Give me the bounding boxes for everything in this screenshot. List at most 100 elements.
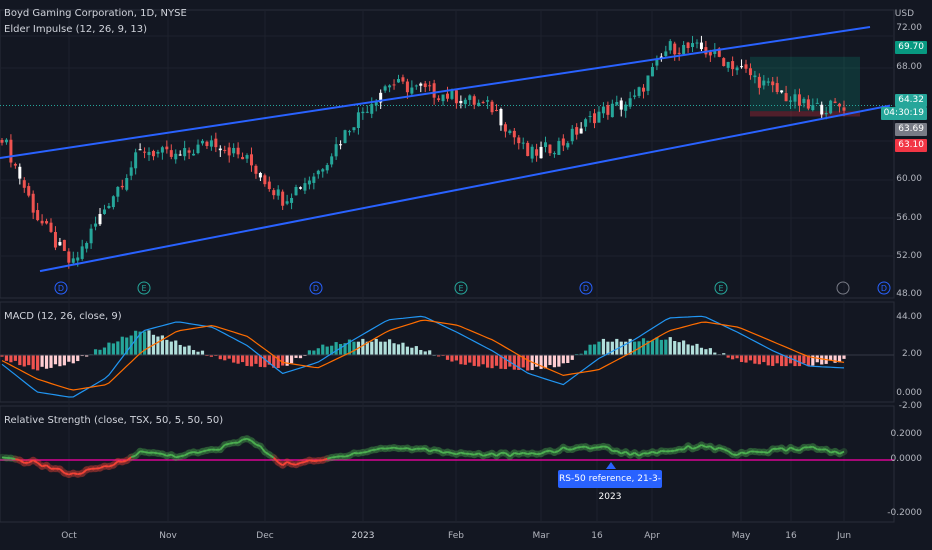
rs-reference-callout[interactable]: RS-50 reference, 21-3-2023 [558,470,662,502]
indicator-title[interactable]: Elder Impulse (12, 26, 9, 13) [4,24,147,35]
price-tick: 52.00 [896,251,922,261]
macd-histogram-bar [111,343,115,355]
price-candle [67,251,71,263]
stop-price-badge: 63.10 [895,139,927,152]
rs-line-segment [268,453,275,459]
rs-line-segment [166,453,172,457]
rs-line-segment [358,451,364,455]
macd-histogram-bar [454,355,459,361]
rs-line-segment [366,449,373,453]
rs-line-segment [73,472,78,476]
price-candle [646,75,650,91]
price-candle [356,112,360,129]
price-candle [437,98,441,100]
price-candle [125,178,129,190]
rs-line-segment [808,445,813,449]
price-candle [691,43,695,47]
rs-line-segment [540,450,546,455]
rs-line-segment [59,468,65,474]
macd-histogram-bar [58,355,62,367]
macd-histogram-bar [183,346,187,355]
macd-histogram-bar [13,355,17,361]
rs-line-segment [585,445,591,450]
rs-line-segment [411,447,417,451]
macd-histogram-bar [276,355,280,369]
event-marker-circle [877,281,891,295]
macd-histogram-bar [67,355,71,362]
macd-histogram-bar [833,355,837,363]
macd-title[interactable]: MACD (12, 26, close, 9) [4,311,122,322]
price-candle [102,209,106,214]
macd-histogram-bar [659,339,663,355]
price-candle [218,148,222,151]
price-candle [209,140,213,147]
macd-histogram-bar [187,345,191,355]
rs-line-segment [170,453,177,459]
macd-histogram-bar [588,344,592,355]
macd-histogram-bar [561,355,565,364]
price-candle [673,43,677,55]
price-candle [726,61,730,68]
rs-title[interactable]: Relative Strength (close, TSX, 50, 5, 50… [4,415,224,426]
rs-line-segment [674,448,680,452]
event-marker: E [454,281,468,295]
rs-line-segment [763,451,769,454]
price-candle [593,113,597,124]
rs-line-segment [514,451,520,456]
price-candle [298,187,302,189]
price-candle [347,131,351,133]
macd-histogram-bar [330,345,334,355]
macd-histogram-bar [699,347,704,355]
macd-histogram-bar [610,341,614,355]
price-candle [744,64,748,69]
rs-line-segment [112,460,119,466]
rs-line-segment [709,445,716,451]
price-candle [89,228,93,244]
price-candle [508,130,512,134]
rs-line-segment [375,447,381,451]
date-tick: Nov [159,531,177,541]
price-candle [414,85,418,87]
rs-line-segment [839,450,845,455]
macd-histogram-bar [107,342,111,355]
rs-line-segment [188,451,194,454]
price-candle [419,83,423,86]
price-candle [392,84,396,86]
macd-histogram-bar [93,349,98,355]
macd-histogram-bar [650,340,655,355]
macd-histogram-bar [98,349,102,355]
price-candle [735,67,739,71]
rs-line-segment [647,450,653,455]
macd-histogram-bar [232,355,236,363]
price-candle [383,86,387,91]
macd-histogram-bar [174,340,178,355]
symbol-title[interactable]: Boyd Gaming Corporation, 1D, NYSE [4,8,187,19]
price-candle [388,85,392,88]
macd-histogram-bar [526,355,530,371]
rs-line-segment [692,446,698,450]
macd-histogram-bar [788,355,793,364]
macd-histogram-bar [624,341,628,355]
rs-line-segment [491,452,497,457]
macd-histogram-bar [592,344,597,355]
macd-histogram-bar [628,338,632,355]
rs-line-segment [705,445,711,448]
macd-histogram-bar [820,355,824,365]
rs-line-segment [687,445,694,450]
rs-line-segment [638,452,644,457]
macd-histogram-bar [459,355,463,365]
rs-line-segment [286,461,292,465]
price-candle [312,176,316,183]
macd-histogram-bar [735,355,739,359]
event-marker-circle [454,281,468,295]
rs-line-segment [634,451,640,457]
price-tick: 44.00 [896,312,922,322]
price-tick: 60.00 [896,174,922,184]
rs-line-segment [77,472,83,476]
macd-histogram-bar [797,355,802,367]
price-candle [517,137,521,144]
rs-line-segment [571,446,578,451]
rs-line-segment [255,443,261,447]
macd-histogram-bar [436,355,441,357]
